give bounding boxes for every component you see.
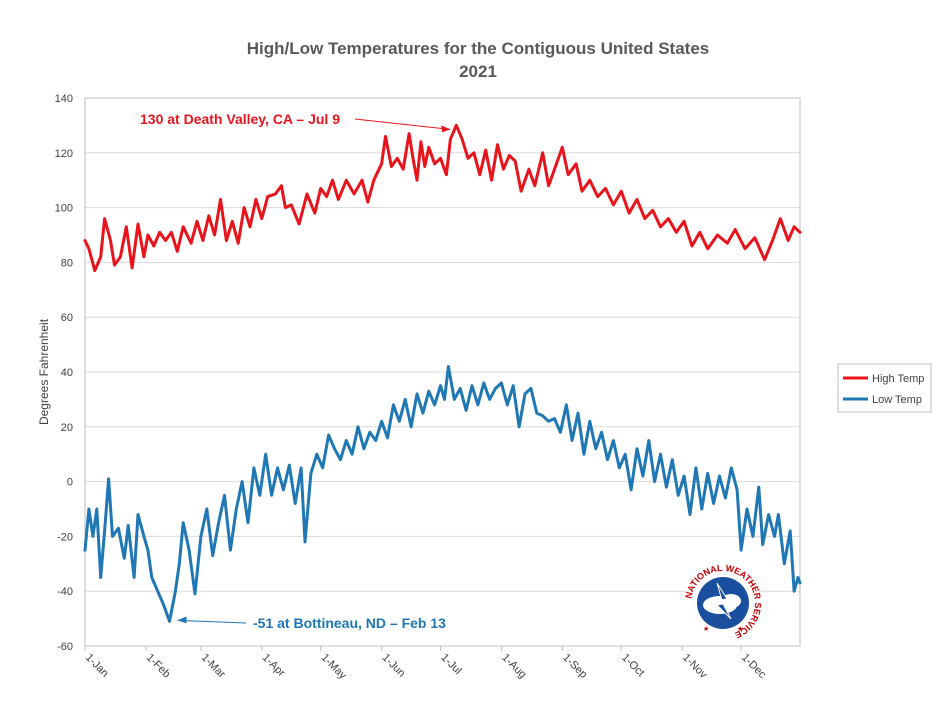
series-lines [83,123,802,623]
y-tick-label: 120 [55,148,73,160]
y-tick-label: 140 [55,93,73,105]
x-tick-label: 1-May [319,652,349,682]
annotation-arrowhead-high [441,125,451,133]
logo-star-icon: ★ [737,625,743,633]
legend-label-low: Low Temp [872,394,922,406]
y-tick-label: 100 [55,203,73,215]
annotation-high-record: 130 at Death Valley, CA – Jul 9 [140,111,340,127]
annotation-arrow-low [177,619,247,624]
x-tick-label: 1-Sep [560,652,589,681]
nws-logo: NATIONAL WEATHER SERVICE ★ ★ [683,563,763,641]
logo-lightning-icon [715,582,732,620]
x-tick-label: 1-Dec [739,652,769,682]
x-tick-label: 1-Jul [438,652,463,677]
annotation-low-record: -51 at Bottineau, ND – Feb 13 [253,615,446,631]
x-tick-label: 1-Mar [199,652,228,681]
x-tick-label: 1-Jan [83,652,111,680]
y-tick-label: -40 [57,586,73,598]
chart-subtitle: 2021 [459,62,497,81]
series-line-high-temp [83,123,802,273]
x-tick-label: 1-Apr [260,652,288,680]
plot-area-border [84,97,801,647]
chart-title: High/Low Temperatures for the Contiguous… [247,39,710,58]
x-tick-label: 1-Feb [144,652,173,681]
y-tick-label: -20 [57,531,73,543]
y-tick-label: 60 [61,312,73,324]
y-tick-label: 0 [67,477,73,489]
y-tick-label: 80 [61,257,73,269]
logo-star-icon: ★ [703,625,709,633]
y-tick-label: 20 [61,422,73,434]
x-tick-label: 1-Aug [499,652,528,681]
y-tick-label: 40 [61,367,73,379]
annotation-arrowhead-low [177,616,187,624]
x-tick-label: 1-Jun [379,652,407,680]
y-axis-label: Degrees Fahrenheit [37,318,51,425]
legend-box [837,363,932,413]
y-tick-label: -60 [57,641,73,653]
series-line-low-temp [83,365,802,623]
legend: High Temp Low Temp [837,363,932,413]
annotation-arrow-high [354,118,451,130]
x-axis: 1-Jan 1-Feb 1-Mar 1-Apr 1-May 1-Jun 1-Jul 1-Aug… [83,646,769,682]
y-axis: -60 -40 -20 0 20 40 60 80 100 120 140 [55,93,73,653]
x-tick-label: 1-Nov [680,652,710,682]
legend-label-high: High Temp [872,373,924,385]
annotations: 130 at Death Valley, CA – Jul 9 -51 at Bo… [140,111,451,631]
x-tick-label: 1-Oct [619,652,647,680]
